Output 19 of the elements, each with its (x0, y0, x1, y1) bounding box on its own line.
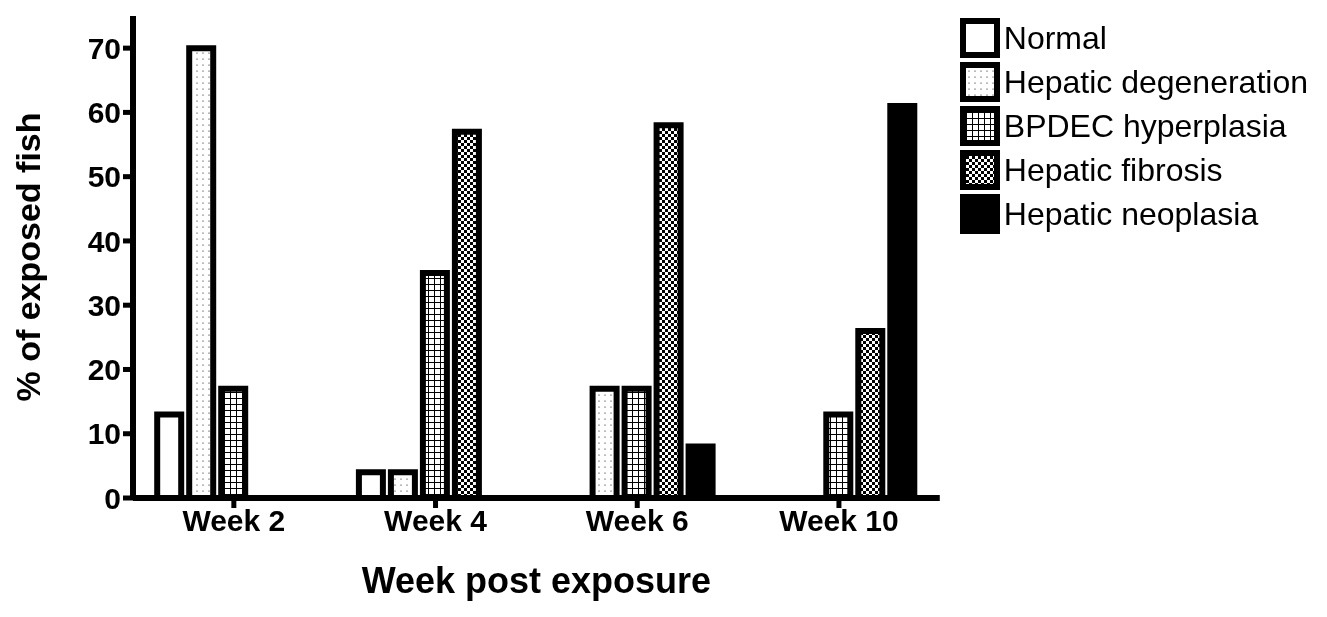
y-tick-label: 40 (87, 224, 121, 258)
y-tick-label: 50 (87, 160, 121, 194)
y-tick-label: 70 (87, 31, 121, 65)
legend-label: BPDEC hyperplasia (1003, 107, 1287, 145)
x-axis-title: Week post exposure (361, 560, 712, 601)
x-tick-label: Week 10 (779, 504, 899, 538)
y-tick-label: 20 (87, 353, 121, 387)
y-tick-label: 60 (87, 96, 121, 130)
y-tick-label: 30 (87, 288, 121, 322)
legend-label: Hepatic neoplasia (1003, 195, 1259, 233)
y-axis-title: % of exposed fish (9, 112, 48, 402)
x-tick-label: Week 2 (182, 504, 286, 538)
y-tick-label: 10 (87, 417, 121, 451)
legend-label: Normal (1003, 19, 1107, 57)
legend-label: Hepatic degeneration (1003, 63, 1308, 101)
y-tick-label: 0 (104, 481, 121, 515)
x-tick-label: Week 6 (585, 504, 689, 538)
x-tick-label: Week 4 (384, 504, 488, 538)
legend-label: Hepatic fibrosis (1003, 151, 1223, 189)
